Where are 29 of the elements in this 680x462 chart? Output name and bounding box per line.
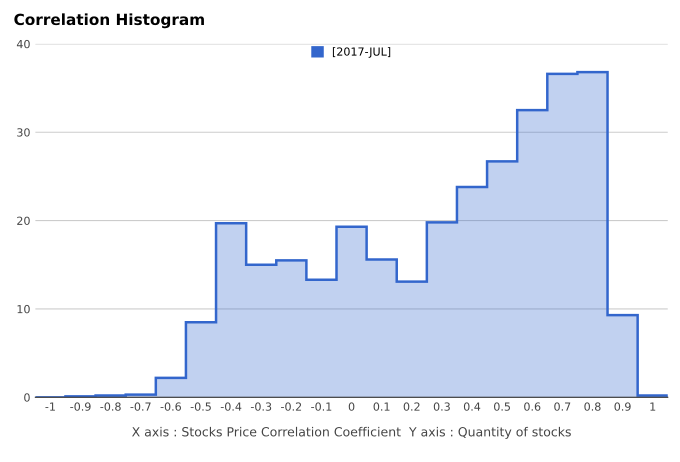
y-tick-label: 20	[17, 216, 30, 225]
y-tick-label: 30	[17, 128, 30, 137]
x-tick-label: 0.3	[434, 402, 450, 411]
x-tick-label: 0.5	[494, 402, 510, 411]
x-tick-label: 0.8	[584, 402, 601, 411]
x-tick-label: 0	[348, 402, 354, 411]
x-tick-label: 1	[650, 402, 656, 411]
x-tick-label: -1	[45, 402, 55, 411]
x-tick-label: -0.7	[130, 402, 151, 411]
x-tick-label: -0.4	[220, 402, 242, 411]
x-axis-title: X axis : Stocks Price Correlation Coefficient Y axis : Quantity of stocks	[132, 426, 571, 439]
x-tick-label: -0.2	[281, 402, 302, 411]
x-tick-label: -0.1	[311, 402, 332, 411]
x-tick-label: -0.9	[70, 402, 91, 411]
x-tick-label: 0.1	[374, 402, 390, 411]
y-tick-label: 10	[18, 304, 30, 314]
x-tick-label: -0.5	[190, 402, 211, 411]
x-tick-label: 0.4	[464, 402, 480, 411]
x-tick-label: -0.6	[160, 402, 182, 411]
x-tick-label: -0.8	[100, 402, 121, 411]
x-tick-label: 0.7	[554, 402, 570, 411]
legend-label: [2017-JUL]	[332, 47, 390, 58]
y-tick-label: 0	[24, 393, 30, 402]
chart-title: Correlation Histogram	[14, 13, 204, 28]
x-tick-label: 0.9	[614, 402, 631, 411]
x-tick-label: 0.2	[404, 402, 420, 411]
x-tick-label: -0.3	[250, 402, 272, 411]
x-tick-label: 0.6	[524, 402, 540, 411]
y-tick-label: 40	[16, 40, 30, 48]
